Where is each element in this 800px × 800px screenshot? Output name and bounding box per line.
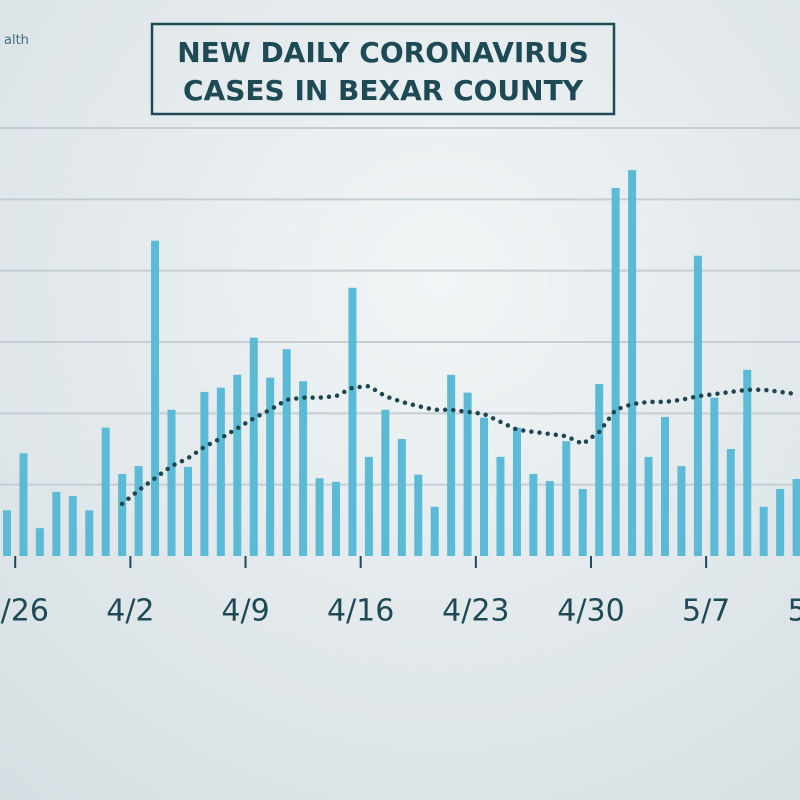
title-box	[150, 22, 616, 116]
bar	[644, 456, 653, 556]
bar	[85, 510, 94, 556]
source-note: alth	[4, 33, 29, 48]
bar	[134, 466, 143, 556]
bar	[595, 384, 604, 556]
bar	[348, 287, 357, 556]
bar	[611, 187, 620, 557]
bar	[249, 337, 258, 556]
bar	[496, 456, 505, 556]
bar	[200, 391, 209, 556]
bar	[35, 528, 44, 556]
bar	[759, 506, 768, 556]
x-tick-label: 5/14	[788, 594, 800, 629]
bar	[430, 506, 439, 556]
bar	[216, 387, 225, 556]
bar	[315, 478, 324, 556]
bar	[52, 491, 61, 556]
bar	[480, 417, 489, 556]
bar	[578, 488, 587, 556]
bar	[299, 381, 308, 556]
bar	[282, 349, 291, 556]
bar	[512, 427, 521, 556]
bar	[661, 416, 669, 556]
bar	[233, 374, 242, 556]
bar	[792, 478, 800, 556]
bar	[726, 449, 735, 556]
x-tick-label: 3/26	[0, 594, 49, 629]
x-tick-label: 4/2	[106, 594, 154, 629]
bar	[776, 488, 785, 556]
x-tick-label: 4/16	[327, 594, 394, 629]
bar	[529, 473, 538, 556]
bar	[545, 481, 554, 556]
bar	[562, 441, 571, 556]
average-line	[119, 383, 799, 507]
bar	[677, 466, 686, 556]
bar	[397, 439, 406, 556]
bar	[151, 240, 160, 556]
bar	[332, 481, 340, 556]
bar	[183, 466, 192, 556]
bar	[19, 453, 28, 556]
bar	[266, 377, 275, 556]
bar	[463, 392, 472, 556]
bar	[118, 473, 127, 556]
bar	[3, 510, 11, 556]
bar	[743, 369, 752, 556]
chart-title: CASES IN BEXAR COUNTY	[183, 74, 584, 107]
chart-title: NEW DAILY CORONAVIRUS	[177, 36, 589, 69]
x-tick-label: 4/23	[442, 594, 509, 629]
bar	[414, 474, 423, 556]
bar	[101, 427, 110, 556]
x-tick-label: 5/7	[682, 594, 730, 629]
x-tick-label: 4/9	[221, 594, 269, 629]
bar	[693, 255, 702, 557]
bar	[68, 496, 77, 556]
bar	[381, 409, 390, 556]
bar	[167, 409, 176, 556]
bar	[628, 170, 637, 556]
bar	[447, 374, 456, 556]
x-tick-label: 4/30	[557, 594, 624, 629]
bar	[364, 456, 373, 556]
bar	[710, 397, 719, 556]
